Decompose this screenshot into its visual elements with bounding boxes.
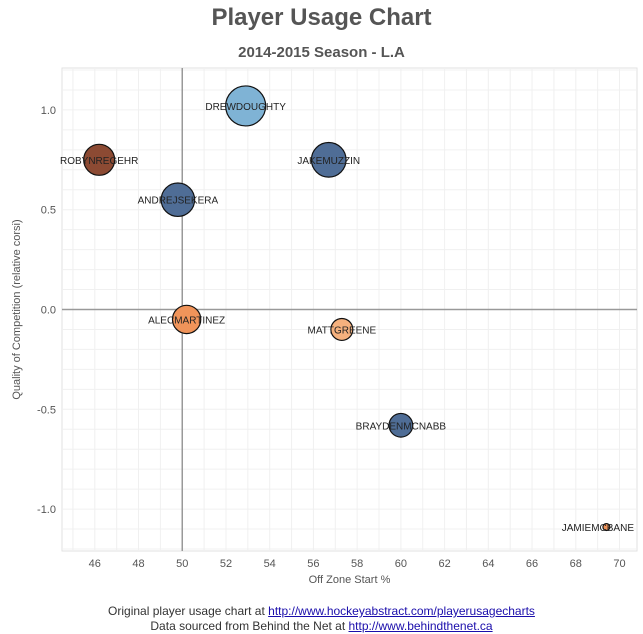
footer-line-2-text: Data sourced from Behind the Net at [150, 619, 349, 633]
hockeyabstract-link[interactable]: http://www.hockeyabstract.com/playerusag… [268, 604, 535, 618]
player-bubble [171, 304, 202, 335]
player-label: JAKEMUZZIN [297, 156, 360, 167]
player-usage-chart: 46 48 50 52 54 56 58 60 62 64 66 68 70 -1.0 -0.5 0.0 0.5… [11, 67, 638, 586]
player-bubble [310, 141, 347, 178]
player-label: BRAYDENMCNABB [356, 421, 447, 432]
x-tick-label: 60 [395, 558, 407, 570]
x-tick-label: 68 [570, 558, 582, 570]
player-label: DREWDOUGHTY [205, 102, 286, 113]
player-bubble [225, 85, 267, 127]
chart-title: Player Usage Chart [211, 4, 432, 31]
x-tick-label: 54 [264, 558, 276, 570]
y-tick-label: -0.5 [37, 404, 56, 416]
x-tick-label: 48 [132, 558, 144, 570]
player-label: JAMIEMCBANE [562, 523, 635, 534]
y-tick-label: 0.0 [41, 305, 56, 317]
player-label: ROBYNREGEHR [60, 156, 138, 167]
x-tick-label: 62 [438, 558, 450, 570]
behindthenet-link[interactable]: http://www.behindthenet.ca [348, 619, 493, 633]
y-tick-label: -1.0 [37, 504, 56, 516]
player-bubble [602, 522, 611, 532]
footer-line-1: Original player usage chart at http://ww… [0, 604, 643, 618]
player-label: MATTGREENE [307, 325, 376, 336]
player-bubble [160, 182, 196, 218]
chart-subtitle: 2014-2015 Season - L.A [238, 44, 405, 61]
y-tick-label: 1.0 [41, 105, 56, 117]
x-tick-label: 46 [89, 558, 101, 570]
x-tick-label: 56 [307, 558, 319, 570]
player-bubble [83, 143, 116, 176]
x-tick-label: 64 [482, 558, 494, 570]
y-axis-label: Quality of Competition (relative corsi) [11, 219, 23, 399]
x-tick-label: 58 [351, 558, 363, 570]
player-label: ALECMARTINEZ [148, 315, 225, 326]
x-tick-label: 70 [613, 558, 625, 570]
y-tick-label: 0.5 [41, 205, 56, 217]
x-axis-label: Off Zone Start % [309, 574, 391, 586]
x-tick-label: 52 [220, 558, 232, 570]
footer-line-1-text: Original player usage chart at [108, 604, 269, 618]
player-label: ANDREJSEKERA [138, 196, 219, 207]
x-tick-label: 50 [176, 558, 188, 570]
x-tick-label: 66 [526, 558, 538, 570]
footer-line-2: Data sourced from Behind the Net at http… [0, 619, 643, 633]
player-bubble [388, 412, 414, 438]
player-bubble [330, 317, 354, 342]
